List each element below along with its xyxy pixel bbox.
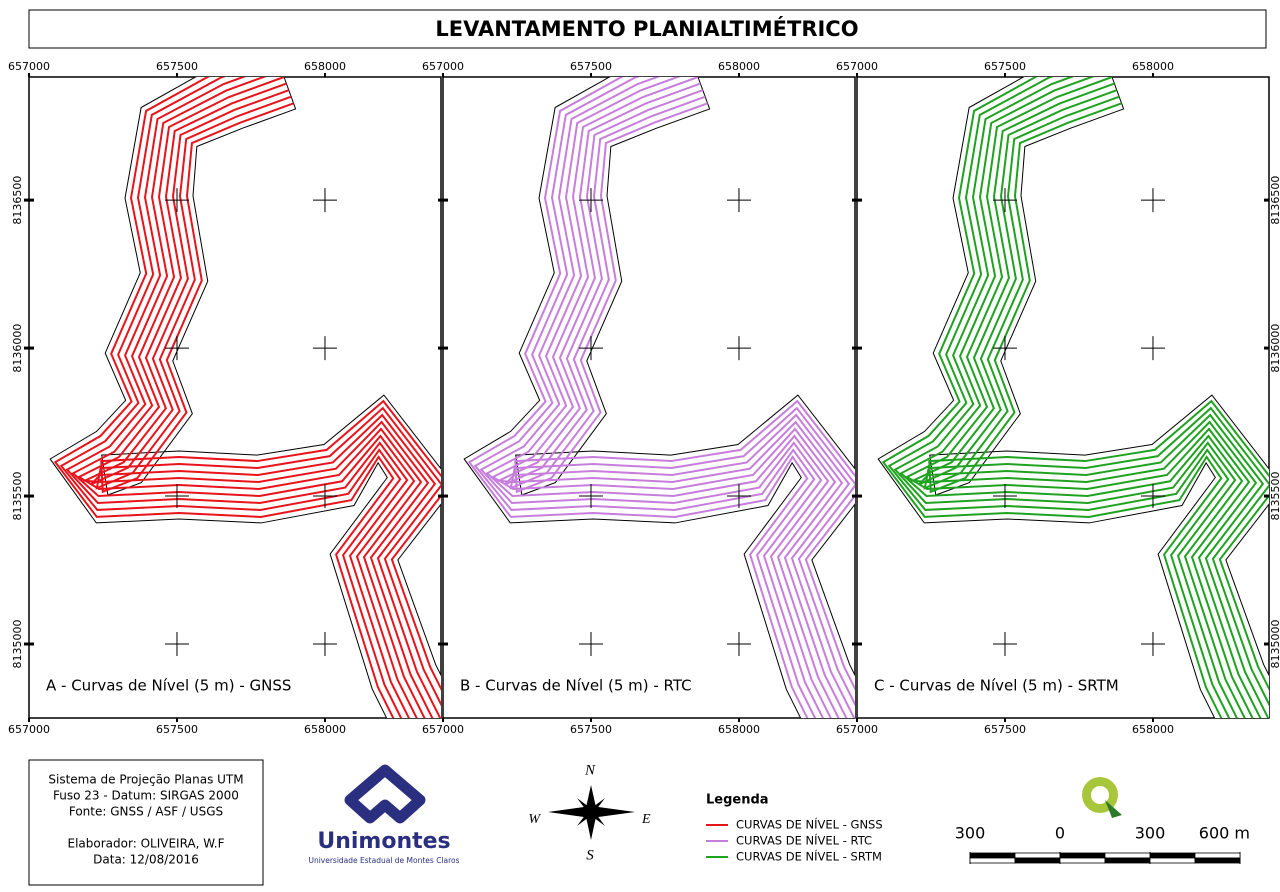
x-tick-label-top: 657500 bbox=[984, 60, 1026, 73]
scale-label: 600 m bbox=[1199, 824, 1250, 843]
info-line: Sistema de Projeção Planas UTM bbox=[48, 773, 243, 787]
x-tick-label-bottom: 657000 bbox=[836, 723, 878, 736]
info-line: Elaborador: OLIVEIRA, W.F bbox=[68, 837, 225, 851]
scale-label: 0 bbox=[1055, 824, 1065, 843]
y-tick-label: 8135000 bbox=[11, 620, 24, 669]
scale-segment bbox=[1060, 853, 1105, 858]
x-tick-label-bottom: 658000 bbox=[1132, 723, 1174, 736]
y-tick-label: 8135500 bbox=[11, 472, 24, 521]
compass-s: S bbox=[586, 847, 594, 863]
logo-name: Unimontes bbox=[317, 829, 450, 854]
map-layout: LEVANTAMENTO PLANIALTIMÉTRICO Unimontes … bbox=[0, 0, 1280, 888]
x-tick-label-top: 657000 bbox=[836, 60, 878, 73]
x-tick-label-bottom: 657500 bbox=[570, 723, 612, 736]
x-tick-label-top: 657000 bbox=[422, 60, 464, 73]
scale-segment bbox=[1105, 853, 1150, 858]
logo-mark bbox=[350, 770, 420, 818]
scale-segment bbox=[1060, 858, 1105, 863]
compass-e: E bbox=[641, 812, 651, 827]
legend-title: Legenda bbox=[706, 793, 769, 808]
panel-caption: C - Curvas de Nível (5 m) - SRTM bbox=[874, 677, 1119, 695]
y-tick-label: 8136000 bbox=[1269, 324, 1280, 373]
legend-label: CURVAS DE NÍVEL - RTC bbox=[736, 833, 872, 848]
legend-label: CURVAS DE NÍVEL - SRTM bbox=[736, 849, 882, 864]
x-tick-label-bottom: 657500 bbox=[156, 723, 198, 736]
qgis-logo bbox=[1082, 777, 1122, 818]
info-line: Data: 12/08/2016 bbox=[93, 853, 199, 867]
y-tick-label: 8135000 bbox=[1269, 620, 1280, 669]
logo-subtitle: Universidade Estadual de Montes Claros bbox=[308, 856, 459, 865]
x-tick-label-top: 657500 bbox=[156, 60, 198, 73]
y-tick-label: 8136500 bbox=[1269, 176, 1280, 225]
scale-segment bbox=[970, 858, 1015, 863]
info-line: Fonte: GNSS / ASF / USGS bbox=[69, 805, 223, 819]
x-tick-label-top: 658000 bbox=[304, 60, 346, 73]
scale-label: 300 bbox=[955, 824, 986, 843]
scale-segment bbox=[1015, 853, 1060, 858]
legend-label: CURVAS DE NÍVEL - GNSS bbox=[736, 817, 883, 832]
scale-label: 300 bbox=[1135, 824, 1166, 843]
scale-segment bbox=[1150, 858, 1195, 863]
scale-segment bbox=[1150, 853, 1195, 858]
compass-n: N bbox=[584, 762, 596, 778]
compass-rose bbox=[548, 785, 635, 840]
title: LEVANTAMENTO PLANIALTIMÉTRICO bbox=[435, 16, 858, 41]
scale-segment bbox=[1105, 858, 1150, 863]
scale-segment bbox=[1195, 853, 1240, 858]
x-tick-label-top: 658000 bbox=[718, 60, 760, 73]
scale-segment bbox=[1015, 858, 1060, 863]
y-tick-label: 8136000 bbox=[11, 324, 24, 373]
info-line: Fuso 23 - Datum: SIRGAS 2000 bbox=[53, 789, 239, 803]
x-tick-label-bottom: 657500 bbox=[984, 723, 1026, 736]
x-tick-label-bottom: 658000 bbox=[718, 723, 760, 736]
x-tick-label-bottom: 657000 bbox=[422, 723, 464, 736]
x-tick-label-top: 657000 bbox=[8, 60, 50, 73]
compass-w: W bbox=[528, 812, 541, 827]
y-tick-label: 8135500 bbox=[1269, 472, 1280, 521]
x-tick-label-top: 657500 bbox=[570, 60, 612, 73]
scale-segment bbox=[1195, 858, 1240, 863]
x-tick-label-bottom: 658000 bbox=[304, 723, 346, 736]
scale-segment bbox=[970, 853, 1015, 858]
y-tick-label: 8136500 bbox=[11, 176, 24, 225]
panel-caption: A - Curvas de Nível (5 m) - GNSS bbox=[46, 677, 291, 695]
x-tick-label-top: 658000 bbox=[1132, 60, 1174, 73]
x-tick-label-bottom: 657000 bbox=[8, 723, 50, 736]
panel-caption: B - Curvas de Nível (5 m) - RTC bbox=[460, 677, 692, 695]
